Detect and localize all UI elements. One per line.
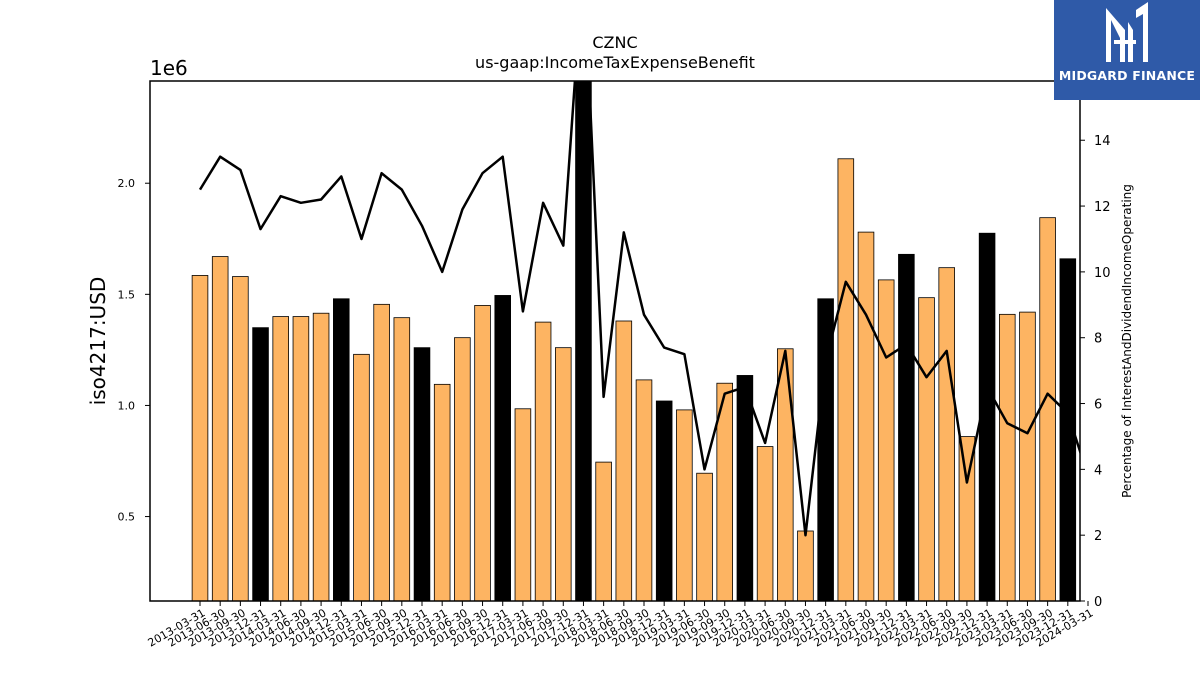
bar [272,316,289,601]
bar [191,275,209,601]
bar [615,320,633,601]
bar [938,267,955,601]
y2-axis-label: Percentage of InterestAndDividendIncomeO… [1120,184,1134,498]
bar [333,298,350,601]
bar [1059,258,1077,601]
bar [1039,217,1056,601]
bar [756,446,774,601]
y2-tick-label: 12 [1094,200,1111,215]
bar [716,382,733,601]
bar [999,313,1016,601]
bar [797,530,814,601]
bar [676,409,693,601]
series-line [198,81,1080,537]
x-axis: 2013-03-312013-06-302013-09-302013-12-31… [146,601,1096,650]
bar [817,298,834,601]
bar-group [191,81,1080,601]
bar [494,295,511,601]
bar [777,348,794,601]
bar [736,375,754,601]
bar [232,276,249,601]
plot-frame [149,80,1081,602]
y-tick-label: 1.0 [118,399,136,412]
y-axis-offset-label: 1e6 [150,56,188,80]
bar [696,472,713,601]
y2-tick-label: 8 [1094,332,1102,347]
chart-title: CZNC [592,33,637,52]
bar [373,303,390,601]
bar [918,297,935,601]
bar [433,383,451,601]
bar [252,327,269,601]
bar [595,461,612,601]
bar [655,400,673,601]
y-tick-label: 1.5 [118,288,136,301]
bar [474,305,491,601]
y-tick-label: 2.0 [118,177,136,190]
bar [978,232,996,601]
bar [514,408,532,601]
chart-subtitle: us-gaap:IncomeTaxExpenseBenefit [475,53,755,72]
bar [312,312,330,601]
bar [857,231,875,601]
y2-tick-label: 4 [1094,463,1102,478]
bar [898,253,915,601]
bar [454,337,471,601]
midgard-logo-icon [1106,2,1148,62]
bar [555,347,572,601]
left-axis: 0.5 1.0 1.5 2.0 [118,177,150,524]
bar [292,316,310,601]
bar [877,279,895,601]
y2-tick-label: 0 [1094,595,1102,610]
brand-logo: MIDGARD FINANCE [1054,0,1200,100]
bar [211,256,229,601]
bar [534,321,552,601]
bar [837,158,855,601]
bar [353,353,370,601]
bar [1019,311,1036,601]
y2-tick-label: 14 [1094,134,1111,149]
bar [413,347,431,601]
bar [575,81,592,601]
y2-tick-label: 6 [1094,398,1102,413]
line-group [198,81,1080,537]
bar [635,379,653,601]
brand-logo-text: MIDGARD FINANCE [1058,68,1196,83]
y-axis-label: iso4217:USD [86,277,110,406]
right-axis: 0 2 4 6 8 10 12 14 [1080,134,1111,610]
y2-tick-label: 2 [1094,529,1102,544]
bar [393,317,411,601]
y-tick-label: 0.5 [118,511,136,524]
y2-tick-label: 10 [1094,266,1111,281]
